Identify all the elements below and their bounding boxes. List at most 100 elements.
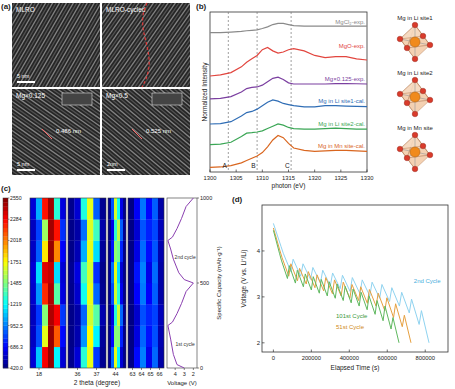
heatmap-window bbox=[30, 198, 66, 368]
fringe bbox=[169, 28, 190, 87]
colorbar-step bbox=[3, 228, 8, 233]
x-tick-label: 65 bbox=[147, 371, 153, 377]
heatmap-cell bbox=[30, 219, 36, 241]
axis-title: Normalized Intensity bbox=[201, 62, 209, 122]
heatmap-cell bbox=[48, 283, 54, 305]
panel-label: (b) bbox=[196, 2, 207, 11]
heatmap-cell bbox=[48, 326, 54, 348]
x-tick-label: 800000 bbox=[416, 355, 435, 361]
heatmap-cell bbox=[81, 304, 88, 326]
spacing-marker bbox=[132, 129, 142, 139]
x-tick-label: 1315 bbox=[282, 175, 295, 181]
reference-line bbox=[291, 12, 292, 172]
inset-fft bbox=[62, 93, 92, 105]
fringe bbox=[12, 143, 82, 175]
x-tick bbox=[367, 170, 368, 173]
x-tick-label: 4 bbox=[174, 371, 177, 377]
heatmap-cell bbox=[123, 304, 126, 326]
window-frame bbox=[68, 198, 106, 368]
fringe bbox=[102, 115, 178, 175]
x-tick-label: 66 bbox=[156, 371, 162, 377]
o-atom bbox=[412, 22, 418, 28]
colorbar-step bbox=[3, 292, 8, 297]
x-tick bbox=[193, 368, 194, 370]
fringe bbox=[144, 10, 190, 87]
heatmap-cell bbox=[74, 198, 81, 220]
heatmap-cell bbox=[111, 241, 114, 263]
fringe bbox=[12, 133, 89, 175]
heatmap-cell bbox=[117, 347, 120, 368]
heatmap-cell bbox=[60, 347, 66, 368]
heatmap-cell bbox=[81, 262, 88, 284]
o-atom bbox=[397, 146, 403, 152]
heatmap-cell bbox=[117, 219, 120, 241]
gitt-curve bbox=[273, 228, 411, 343]
series-label: Mg in Li site2-cal. bbox=[318, 121, 365, 127]
colorbar-step bbox=[3, 249, 8, 254]
fringe bbox=[102, 122, 173, 175]
fringe bbox=[63, 3, 100, 87]
axis-title: Specific Capacity (mAh·g⁻¹) bbox=[216, 246, 222, 319]
heatmap-cell bbox=[117, 283, 120, 305]
heatmap-cell bbox=[146, 326, 152, 348]
heatmap-cell bbox=[36, 262, 42, 284]
heatmap-cell bbox=[42, 198, 48, 220]
image-label: MLRO-cycled bbox=[106, 6, 146, 14]
heatmap-cell bbox=[108, 283, 111, 305]
axis-title: Voltage (V vs. Li⁺/Li) bbox=[240, 250, 248, 308]
fringe bbox=[81, 13, 100, 87]
fringe bbox=[152, 16, 190, 87]
heatmap-cell bbox=[60, 241, 66, 263]
x-tick bbox=[184, 368, 185, 370]
y-tick-label: 4 bbox=[257, 248, 261, 254]
heatmap-cell bbox=[42, 241, 48, 263]
annotation: 101st Cycle bbox=[336, 313, 368, 319]
heatmap-cell bbox=[120, 283, 123, 305]
axis-title: Elapsed Time (s) bbox=[331, 364, 380, 372]
heatmap-cell bbox=[128, 262, 134, 284]
heatmap-cell bbox=[74, 241, 81, 263]
fringe bbox=[164, 24, 190, 87]
fringe bbox=[166, 26, 190, 87]
colorbar-step bbox=[3, 347, 8, 352]
fringe bbox=[47, 3, 100, 87]
x-tick-label: 3 bbox=[183, 371, 186, 377]
fringe bbox=[102, 99, 190, 175]
fringe bbox=[102, 89, 190, 175]
heatmap-cell bbox=[114, 262, 117, 284]
plot-frame bbox=[210, 12, 367, 172]
heatmap-cell bbox=[134, 347, 140, 368]
fringe bbox=[12, 140, 84, 175]
colorbar-step bbox=[3, 253, 8, 258]
fringe bbox=[68, 6, 100, 87]
heatmap-window bbox=[108, 198, 126, 368]
fringe bbox=[12, 116, 100, 175]
spacing-label: 0.525 nm bbox=[146, 128, 171, 134]
heatmap-cell bbox=[128, 304, 134, 326]
fringe bbox=[12, 93, 100, 175]
fringe bbox=[12, 3, 62, 87]
octahedron-face bbox=[407, 155, 430, 169]
colorbar-step bbox=[3, 198, 8, 203]
scale-bar-label: 5 nm bbox=[17, 161, 30, 167]
heatmap-cell bbox=[100, 326, 106, 348]
heatmap-cell bbox=[36, 241, 42, 263]
heatmap-cell bbox=[87, 347, 94, 368]
x-tick bbox=[340, 170, 341, 173]
heatmap-cell bbox=[42, 283, 48, 305]
heatmap-cell bbox=[158, 241, 164, 263]
heatmap-cell bbox=[100, 219, 106, 241]
heatmap-cell bbox=[81, 219, 88, 241]
fringe bbox=[171, 29, 190, 87]
o-atom bbox=[427, 97, 433, 103]
heatmap-cell bbox=[158, 326, 164, 348]
heatmap-cell bbox=[117, 304, 120, 326]
heatmap-cell bbox=[93, 283, 100, 305]
scale-bar bbox=[17, 81, 35, 83]
colorbar-step bbox=[3, 300, 8, 305]
heatmap-cell bbox=[36, 304, 42, 326]
fringe bbox=[157, 19, 190, 87]
spacing-marker bbox=[42, 129, 52, 139]
plot-frame bbox=[167, 198, 197, 368]
colorbar-step bbox=[3, 317, 8, 322]
